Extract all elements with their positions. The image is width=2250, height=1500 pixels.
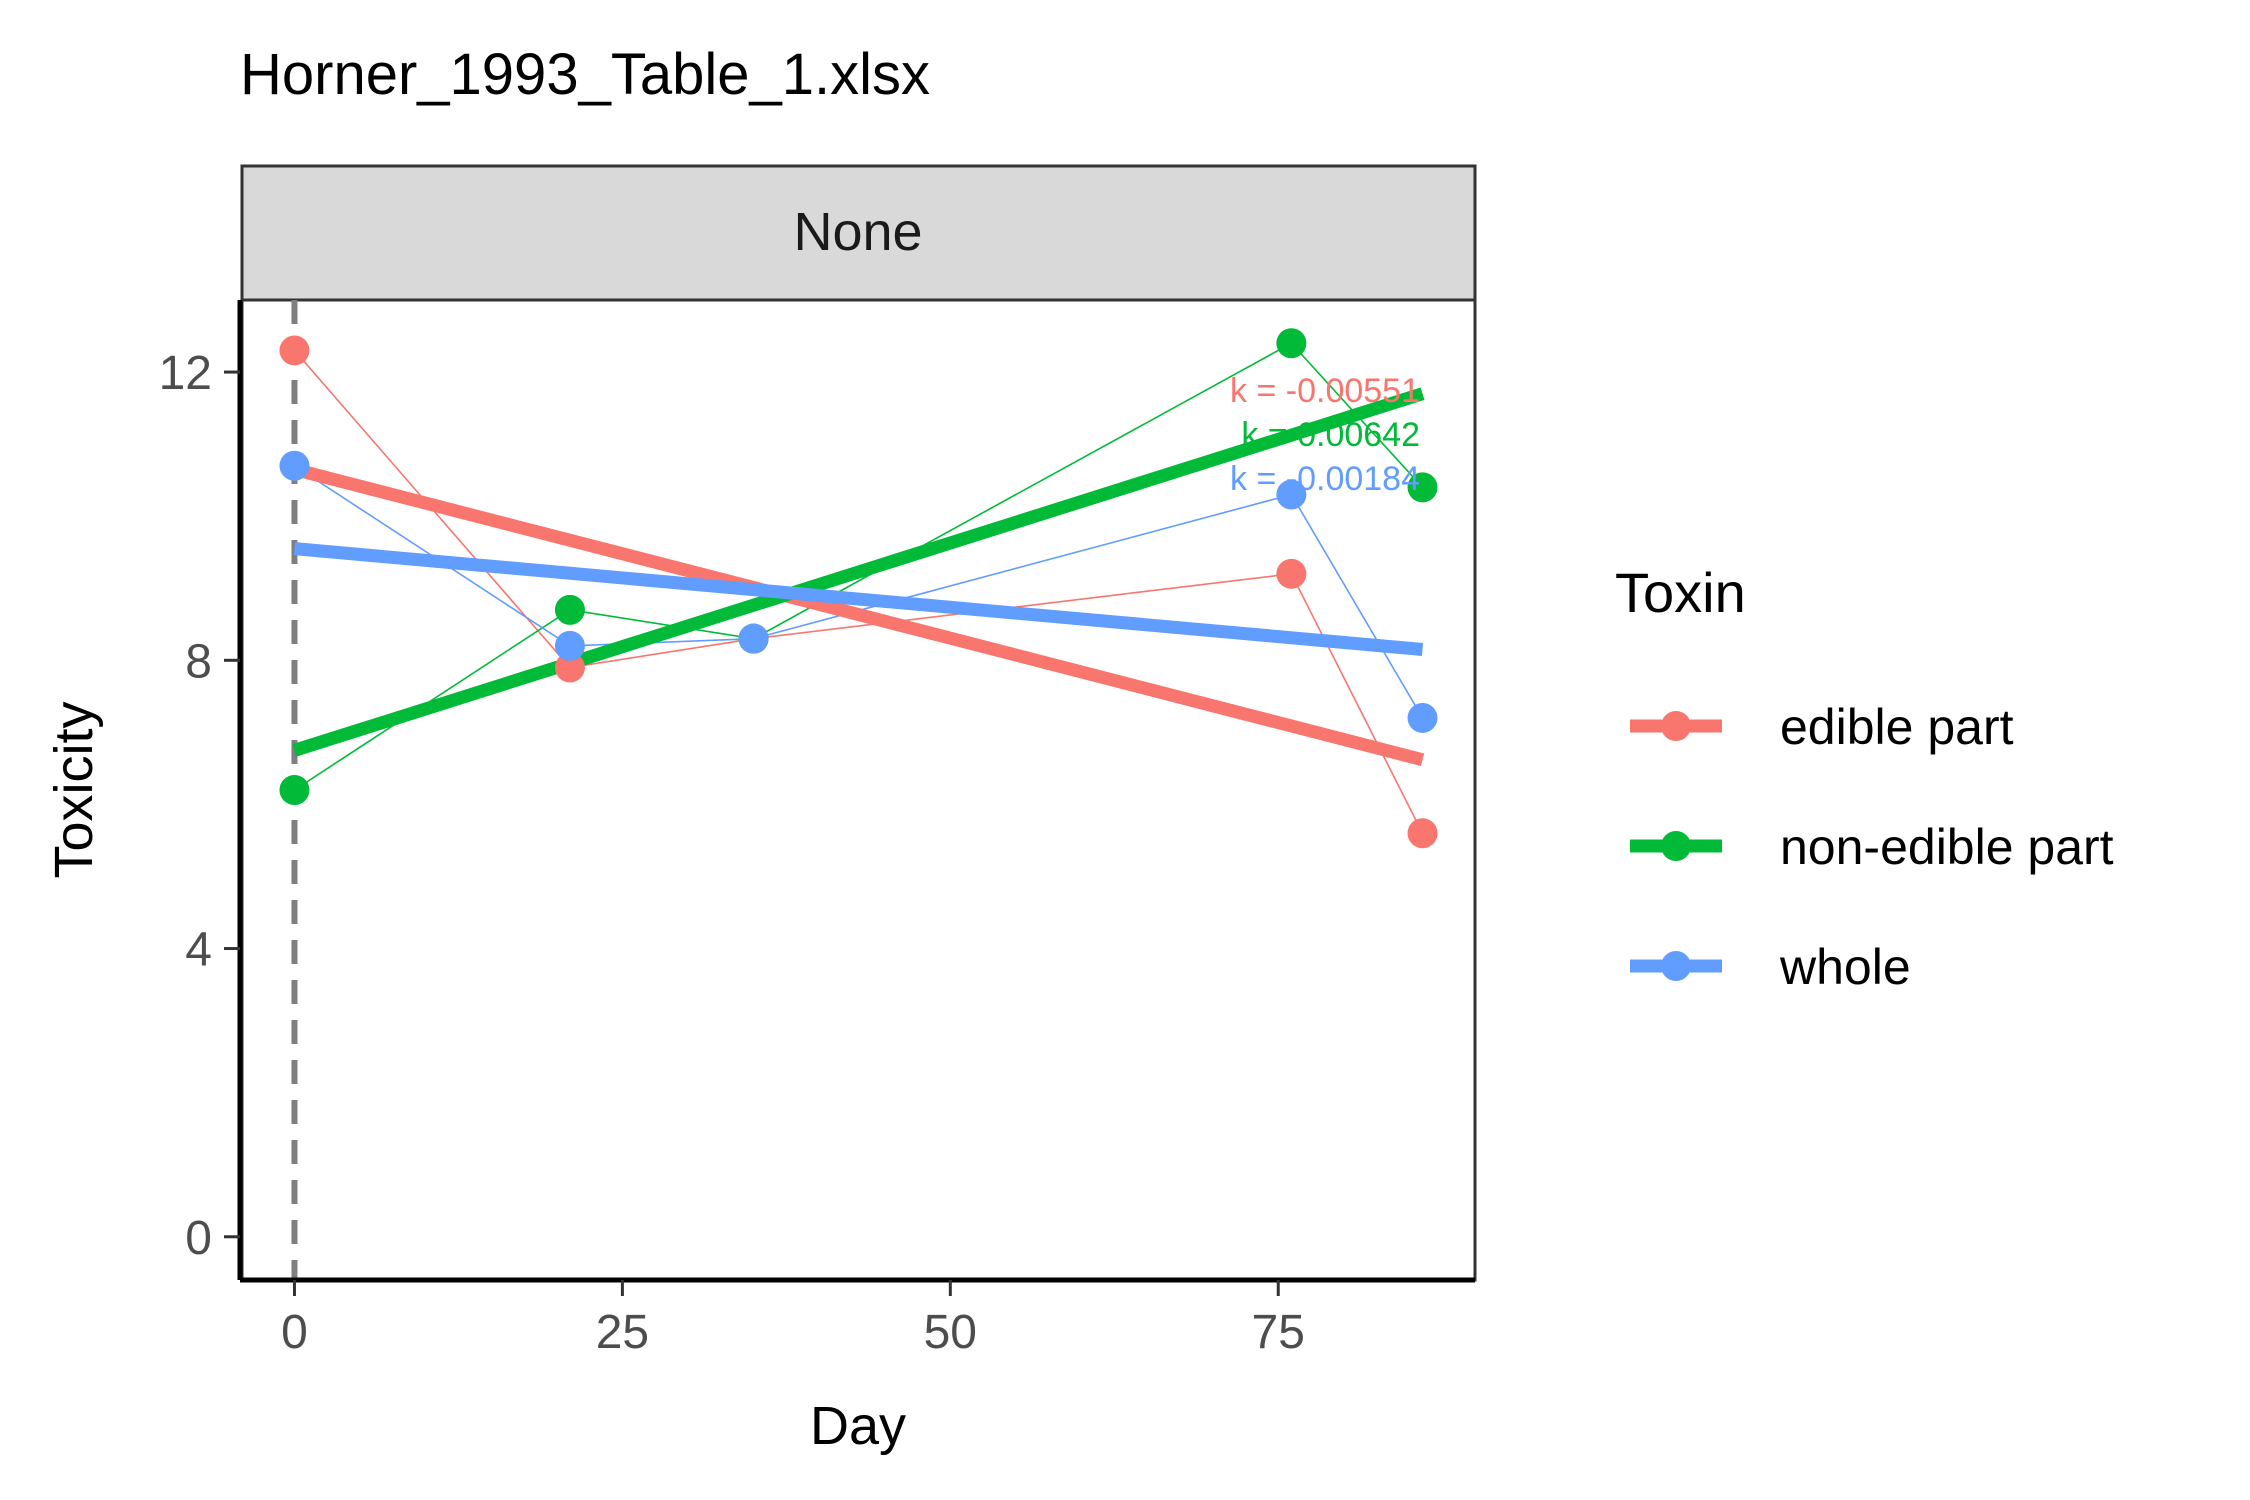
point-non-edible-part-0 [279,775,310,805]
point-edible-part-0 [279,335,310,366]
x-axis-title: Day [810,1396,906,1456]
legend-label-whole: whole [1779,939,1911,995]
y-axis-title: Toxicity [44,701,104,878]
fit-line-edible-part [292,463,1425,767]
legend-key-point-whole [1661,951,1691,981]
facet-strip [240,164,1477,302]
x-tick-label: 0 [281,1306,308,1359]
legend-key-point-non-edible-part [1661,831,1691,861]
legend-title: Toxin [1615,561,1746,624]
plot-panel [240,298,1477,1282]
rate-labels: k = -0.00551 k = 0.00642 k = -0.00184 [1230,372,1420,498]
rate-label-whole: k = -0.00184 [1230,460,1420,498]
point-whole-2 [738,623,769,654]
y-tick-label: 4 [185,924,212,977]
chart-title: Horner_1993_Table_1.xlsx [240,42,930,107]
legend-label-edible-part: edible part [1780,699,2014,755]
y-tick-label: 12 [159,347,212,400]
point-edible-part-4 [1407,818,1438,849]
point-edible-part-3 [1276,558,1307,589]
y-tick-label: 8 [185,635,212,688]
legend-label-non-edible-part: non-edible part [1780,819,2114,875]
fit-lines [292,387,1425,767]
legend-key-point-edible-part [1661,711,1691,741]
point-edible-part-1 [554,652,585,683]
point-non-edible-part-4 [1407,472,1438,503]
legend: edible part non-edible part whole [1630,699,2114,995]
point-non-edible-part-3 [1276,328,1307,359]
x-tick-label: 75 [1252,1306,1305,1359]
point-non-edible-part-1 [554,594,585,625]
x-tick-label: 50 [924,1306,977,1359]
x-axis-ticks: 0 25 50 75 [281,1280,1305,1359]
y-axis-ticks: 0 4 8 12 [159,347,240,1265]
rate-label-non-edible-part: k = 0.00642 [1241,416,1420,454]
rate-label-edible-part: k = -0.00551 [1230,372,1420,410]
fit-line-non-edible-part [292,387,1425,757]
point-whole-3 [1276,479,1307,510]
point-whole-0 [279,450,310,481]
fit-line-whole [293,542,1424,656]
y-tick-label: 0 [185,1212,212,1265]
facet-strip-label: None [793,202,922,262]
data-points [279,328,1438,849]
point-whole-4 [1407,702,1438,733]
point-whole-1 [554,630,585,661]
x-tick-label: 25 [596,1306,649,1359]
